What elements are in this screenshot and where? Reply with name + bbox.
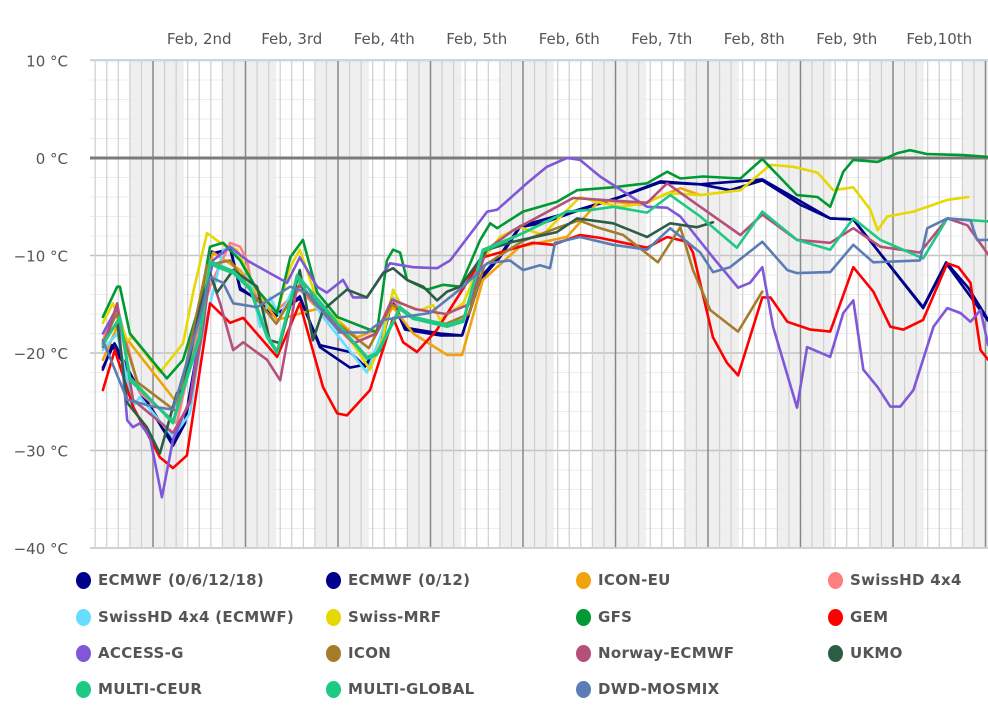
y-tick-label: −20 °C — [14, 345, 68, 363]
x-tick-label: Feb,10th — [906, 30, 972, 48]
night-band — [592, 60, 647, 547]
legend-marker-icon — [828, 644, 843, 662]
night-band — [777, 60, 832, 547]
legend-label: ICON-EU — [598, 571, 671, 589]
legend-label: UKMO — [850, 644, 903, 662]
y-tick-label: 10 °C — [26, 53, 68, 71]
legend-item[interactable]: GFS — [576, 608, 632, 626]
legend: ECMWF (0/6/12/18) ECMWF (0/12) ICON-EU Swis… — [0, 566, 988, 705]
legend-item[interactable]: ECMWF (0/12) — [326, 571, 470, 589]
legend-item[interactable]: GEM — [828, 608, 888, 626]
legend-item[interactable]: Norway-ECMWF — [576, 644, 734, 662]
series-line-multi-global — [101, 193, 988, 423]
x-tick-label: Feb, 9th — [816, 30, 877, 48]
legend-label: ECMWF (0/12) — [348, 571, 471, 589]
series-lines — [101, 148, 988, 499]
night-band — [499, 60, 554, 547]
legend-marker-icon — [828, 608, 843, 626]
x-tick-label: Feb, 6th — [539, 30, 600, 48]
night-bands — [129, 60, 988, 547]
legend-marker-icon — [576, 571, 591, 589]
legend-marker-icon — [76, 608, 91, 626]
legend-label: Norway-ECMWF — [598, 644, 735, 662]
legend-item[interactable]: MULTI-CEUR — [76, 680, 202, 698]
series-line-swiss-mrf — [101, 163, 970, 374]
y-tick-label: 0 °C — [36, 150, 68, 168]
legend-marker-icon — [576, 644, 591, 662]
legend-marker-icon — [326, 680, 341, 698]
legend-marker-icon — [326, 608, 341, 626]
x-tick-label: Feb, 7th — [631, 30, 692, 48]
legend-item[interactable]: Swiss-MRF — [326, 608, 441, 626]
x-tick-label: Feb, 8th — [724, 30, 785, 48]
legend-item[interactable]: ICON — [326, 644, 391, 662]
legend-label: MULTI-CEUR — [98, 680, 203, 698]
night-band — [684, 60, 739, 547]
legend-label: SwissHD 4x4 (ECMWF) — [98, 608, 295, 626]
series-line-gfs — [101, 148, 988, 380]
legend-label: Swiss-MRF — [348, 608, 442, 626]
y-tick-label: −30 °C — [14, 443, 68, 461]
legend-marker-icon — [326, 644, 341, 662]
series-line-dwd-mosmix — [101, 217, 988, 411]
night-band — [314, 60, 369, 547]
legend-marker-icon — [828, 571, 843, 589]
legend-marker-icon — [576, 608, 591, 626]
legend-label: ECMWF (0/6/12/18) — [98, 571, 265, 589]
series-line-gem — [101, 233, 988, 470]
x-tick-label: Feb, 3rd — [261, 30, 322, 48]
legend-label: DWD-MOSMIX — [598, 680, 720, 698]
legend-item[interactable]: ACCESS-G — [76, 644, 184, 662]
x-tick-label: Feb, 4th — [354, 30, 415, 48]
legend-item[interactable]: DWD-MOSMIX — [576, 680, 720, 698]
legend-item[interactable]: UKMO — [828, 644, 903, 662]
y-tick-label: −10 °C — [14, 248, 68, 266]
legend-marker-icon — [76, 644, 91, 662]
legend-item[interactable]: MULTI-GLOBAL — [326, 680, 475, 698]
legend-item[interactable]: ECMWF (0/6/12/18) — [76, 571, 264, 589]
x-tick-label: Feb, 2nd — [167, 30, 232, 48]
legend-label: SwissHD 4x4 — [850, 571, 962, 589]
legend-marker-icon — [76, 680, 91, 698]
legend-label: GFS — [598, 608, 633, 626]
legend-label: GEM — [850, 608, 889, 626]
y-axis-ticks: 10 °C 0 °C −10 °C −20 °C −30 °C −40 °C — [14, 53, 68, 559]
legend-item[interactable]: SwissHD 4x4 (ECMWF) — [76, 608, 294, 626]
legend-marker-icon — [326, 571, 341, 589]
y-tick-label: −40 °C — [14, 540, 68, 558]
legend-marker-icon — [576, 680, 591, 698]
legend-label: ICON — [348, 644, 392, 662]
x-tick-label: Feb, 5th — [446, 30, 507, 48]
temperature-chart: 10 °C 0 °C −10 °C −20 °C −30 °C −40 °C Feb, 2… — [14, 30, 988, 559]
legend-label: ACCESS-G — [98, 644, 184, 662]
legend-marker-icon — [76, 571, 91, 589]
legend-item[interactable]: SwissHD 4x4 — [828, 571, 962, 589]
legend-item[interactable]: ICON-EU — [576, 571, 671, 589]
x-axis-ticks: Feb, 2nd Feb, 3rd Feb, 4th Feb, 5th Feb, 6th… — [167, 30, 972, 48]
legend-label: MULTI-GLOBAL — [348, 680, 475, 698]
